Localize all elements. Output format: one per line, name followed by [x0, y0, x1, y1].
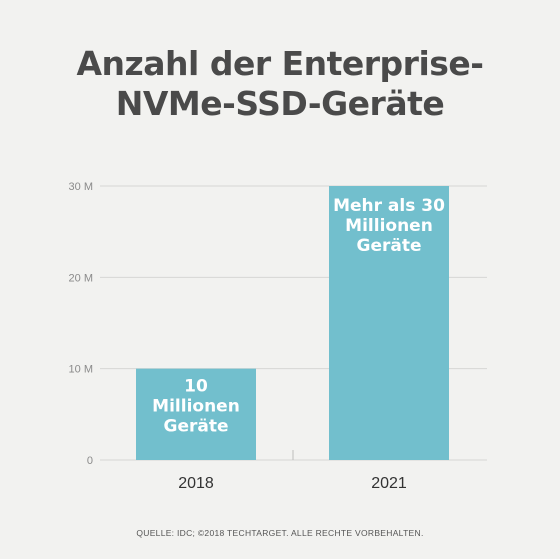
- chart-title-line-1: Anzahl der Enterprise-: [76, 44, 484, 83]
- y-tick-label: 10 M: [69, 364, 93, 376]
- bar-chart: 010 M20 M30 M201810MillionenGeräte2021Me…: [69, 181, 487, 492]
- bar-data-label: Mehr als 30: [333, 196, 445, 216]
- x-category-label: 2021: [371, 475, 407, 492]
- y-tick-label: 30 M: [69, 181, 93, 193]
- bar-data-label: Millionen: [345, 216, 433, 236]
- source-note: QUELLE: IDC; ©2018 TECHTARGET. ALLE RECH…: [136, 528, 424, 538]
- chart-title-line-2: NVMe-SSD-Geräte: [115, 84, 445, 123]
- bar-data-label: 10: [184, 377, 208, 397]
- bar-2018: [136, 368, 256, 460]
- x-category-label: 2018: [178, 475, 214, 492]
- bar-data-label: Geräte: [164, 417, 229, 437]
- bar-2021: [329, 186, 449, 460]
- y-tick-label: 0: [87, 455, 93, 467]
- y-tick-label: 20 M: [69, 272, 93, 284]
- chart-title: Anzahl der Enterprise- NVMe-SSD-Geräte: [0, 44, 560, 124]
- bar-data-label: Geräte: [357, 236, 422, 256]
- bar-data-label: Millionen: [152, 397, 240, 417]
